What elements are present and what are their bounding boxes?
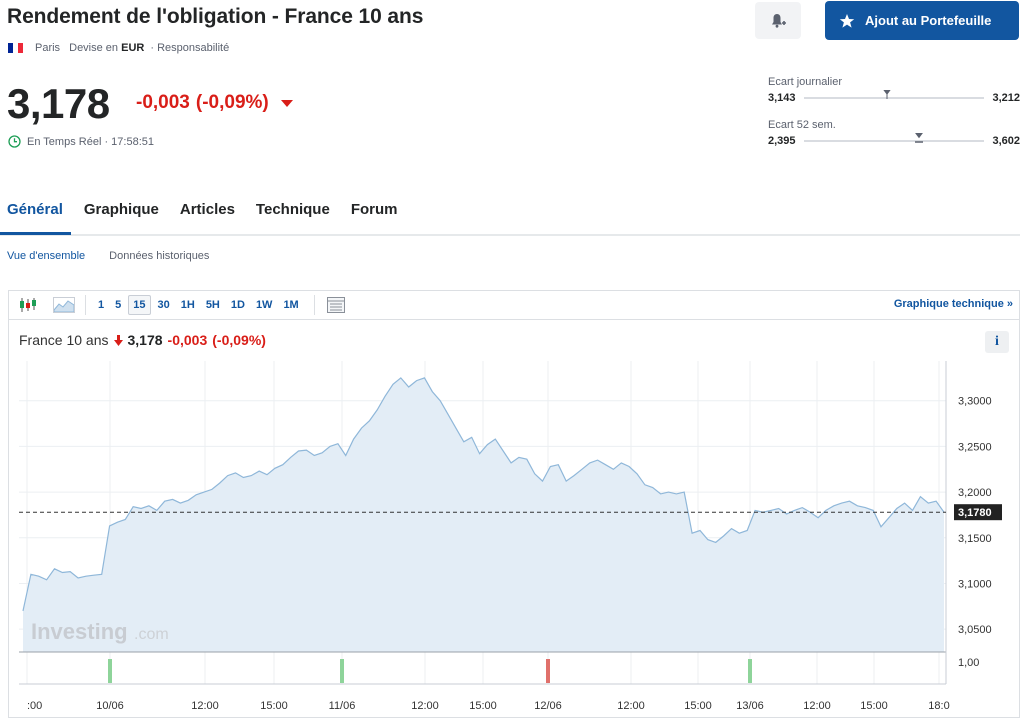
technical-chart-link[interactable]: Graphique technique » (893, 298, 1013, 310)
x-tick-label: 12:00 (617, 700, 645, 712)
chart-toolbar: 1 5 15 30 1H 5H 1D 1W 1M Graphique techn… (9, 291, 1019, 320)
chart-instrument-name: France 10 ans (19, 332, 109, 348)
daily-range-low: 3,143 (768, 92, 796, 104)
chart-change-percent: (-0,09%) (212, 332, 266, 348)
tab-technical[interactable]: Technique (255, 201, 330, 218)
y-tick-label: 3,1500 (958, 533, 992, 545)
y-tick-label: 3,2000 (958, 487, 992, 499)
price-line (22, 377, 945, 612)
volume-bar (748, 659, 752, 683)
subtab-overview[interactable]: Vue d'ensemble (7, 250, 86, 262)
subtab-historical-data[interactable]: Données historiques (109, 250, 210, 262)
price-chart[interactable]: Investing .com 3,1780 3,3000 3,2500 3,2000 3,1… (9, 291, 1019, 717)
change-value: -0,003 (136, 92, 190, 113)
x-tick-label: 18:0 (928, 700, 949, 712)
x-tick-label: 12:00 (803, 700, 831, 712)
volume-tick-label: 1,00 (958, 657, 979, 669)
price-area (23, 377, 944, 652)
x-tick-label: 15:00 (860, 700, 888, 712)
timeframe-15[interactable]: 15 (128, 295, 151, 315)
main-tabs: Général Graphique Articles Technique For… (0, 198, 1020, 236)
y-tick-label: 3,0500 (958, 624, 992, 636)
chart-price: 3,178 (127, 332, 163, 348)
week52-range-low: 2,395 (768, 135, 796, 147)
x-tick-label: 10/06 (96, 700, 124, 712)
timeframe-5h[interactable]: 5H (205, 299, 220, 311)
tab-forum[interactable]: Forum (350, 201, 398, 218)
chart-info-button[interactable]: i (985, 331, 1009, 353)
instrument-meta: Paris Devise en EUR · Responsabilité (8, 42, 229, 54)
range-marker-icon (883, 90, 891, 99)
alert-button[interactable] (755, 2, 801, 39)
range-marker-icon (915, 133, 924, 143)
timeframe-1[interactable]: 1 (98, 299, 105, 311)
y-tick-label: 3,2500 (958, 441, 992, 453)
realtime-label: En Temps Réel · 17:58:51 (27, 135, 154, 148)
timeframe-5[interactable]: 5 (115, 299, 122, 311)
candlestick-icon[interactable] (15, 295, 41, 315)
week52-range-label: Ecart 52 sem. (768, 119, 836, 131)
toolbar-divider (85, 295, 86, 315)
daily-range-high: 3,212 (992, 92, 1020, 104)
week52-range-bar (803, 133, 985, 143)
last-price: 3,178 (7, 80, 110, 127)
daily-range: Ecart journalier 3,143 3,212 (768, 76, 1020, 104)
table-icon[interactable] (323, 295, 349, 315)
tab-articles[interactable]: Articles (179, 201, 235, 218)
star-icon (839, 13, 855, 28)
x-tick-label: 11/06 (329, 700, 356, 712)
timeframe-1d[interactable]: 1D (230, 299, 245, 311)
clock-icon (8, 135, 21, 148)
down-arrow-icon (280, 99, 293, 107)
area-chart-icon[interactable] (51, 295, 77, 315)
timeframe-1w[interactable]: 1W (255, 299, 273, 311)
x-tick-label: 12/06 (534, 700, 562, 712)
currency-value: EUR (121, 42, 145, 54)
x-tick-label: :00 (27, 700, 42, 712)
exchange-label: Paris (35, 42, 61, 54)
chart-header: France 10 ans 3,178 -0,003 (-0,09%) (19, 332, 266, 348)
investing-watermark: Investing (31, 619, 128, 644)
page-title: Rendement de l'obligation - France 10 an… (7, 5, 424, 28)
down-arrow-icon (113, 334, 123, 346)
week52-range: Ecart 52 sem. 2,395 3,602 (768, 119, 1020, 147)
x-tick-label: 12:00 (191, 700, 219, 712)
add-to-portfolio-button[interactable]: Ajout au Portefeuille (825, 1, 1019, 40)
chart-change: -0,003 (167, 332, 208, 348)
x-tick-label: 13/06 (736, 700, 764, 712)
tab-general[interactable]: Général (0, 198, 71, 235)
daily-range-bar (803, 90, 985, 99)
france-flag-icon (8, 43, 23, 53)
last-price-tag-label: 3,1780 (958, 507, 992, 519)
bell-plus-icon (772, 13, 786, 28)
week52-range-high: 3,602 (992, 135, 1020, 147)
currency-label: Devise en EUR (69, 42, 145, 54)
sub-tabs: Vue d'ensemble Données historiques (7, 250, 209, 262)
y-tick-label: 3,3000 (958, 396, 992, 408)
y-tick-label: 3,1000 (958, 578, 992, 590)
price-change: -0,003 (-0,09%) (136, 92, 293, 114)
x-tick-label: 15:00 (469, 700, 497, 712)
x-tick-label: 15:00 (260, 700, 288, 712)
add-to-portfolio-label: Ajout au Portefeuille (865, 13, 992, 28)
realtime-status: En Temps Réel · 17:58:51 (8, 135, 154, 148)
timeframe-30[interactable]: 30 (157, 299, 170, 311)
disclaimer-link[interactable]: · Responsabilité (150, 42, 230, 54)
daily-range-label: Ecart journalier (768, 76, 842, 88)
investing-watermark: .com (134, 626, 169, 643)
timeframe-1h[interactable]: 1H (180, 299, 195, 311)
volume-bar (108, 659, 112, 683)
toolbar-divider (313, 295, 315, 315)
tab-chart[interactable]: Graphique (83, 201, 159, 218)
change-percent: (-0,09%) (195, 92, 269, 113)
chart-widget: 1 5 15 30 1H 5H 1D 1W 1M Graphique techn… (8, 290, 1020, 718)
volume-bar (340, 659, 344, 683)
x-tick-label: 15:00 (684, 700, 712, 712)
timeframe-1m[interactable]: 1M (283, 299, 299, 311)
volume-bar (546, 659, 550, 683)
last-price-tag (954, 504, 1002, 521)
x-tick-label: 12:00 (411, 700, 439, 712)
